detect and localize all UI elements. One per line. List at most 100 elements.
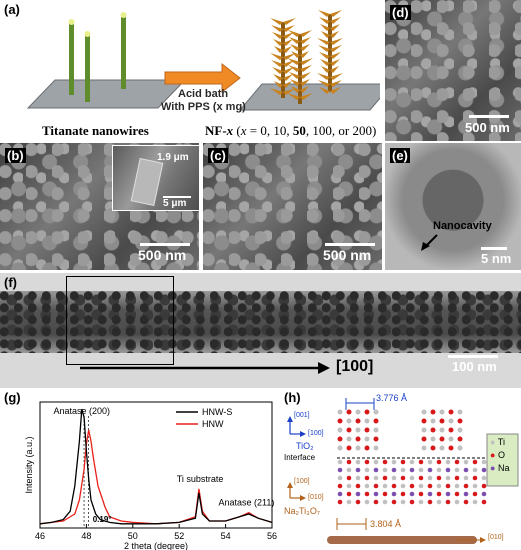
nanoflower-arrays (270, 10, 343, 104)
atom (472, 459, 478, 465)
atom (346, 483, 352, 489)
atom (355, 436, 361, 442)
inset-rod (130, 157, 164, 207)
atom (355, 475, 361, 481)
nanoflower-stem (328, 14, 332, 92)
atom (391, 467, 397, 473)
atom (436, 459, 442, 465)
inset-image: 1.9 μm 5 μm (112, 145, 199, 211)
inset-scale-2: 5 μm (163, 198, 187, 209)
atom (382, 499, 388, 505)
nanoflower-spike (290, 79, 300, 86)
atom (436, 483, 442, 489)
nanoflower-spike (319, 17, 330, 24)
atom (445, 499, 451, 505)
atom (355, 499, 361, 505)
plot-frame (39, 401, 273, 529)
atom (448, 427, 454, 433)
atom (337, 436, 343, 442)
atom (355, 418, 361, 424)
atom (346, 418, 352, 424)
nanoflower-spike (291, 86, 300, 93)
atom (421, 436, 427, 442)
nanoflower-spike (318, 45, 330, 52)
atom (400, 467, 406, 473)
atom (472, 483, 478, 489)
atom (382, 467, 388, 473)
atom (472, 491, 478, 497)
atom (355, 409, 361, 415)
nanoflower-spike (283, 53, 296, 60)
atom (337, 499, 343, 505)
nanoflower-spike (272, 67, 283, 74)
nanoflower-spike (330, 31, 339, 38)
atom (337, 467, 343, 473)
inset-scale-1: 1.9 μm (157, 152, 189, 163)
atom (382, 491, 388, 497)
nanoflower-spike (274, 81, 283, 88)
nanoflower-spike (287, 93, 300, 100)
atom (454, 467, 460, 473)
atom (337, 475, 343, 481)
atom (373, 499, 379, 505)
sem-image-c: (c) 500 nm (203, 143, 382, 270)
atom (481, 491, 487, 497)
interface-label: Interface (284, 453, 316, 462)
panel-g-label: (g) (4, 390, 21, 405)
nanoflower-spike (330, 45, 342, 52)
nanoflower-spike (273, 74, 283, 81)
nanoflower-spike (330, 80, 342, 87)
nanoflower-spike (330, 38, 343, 45)
nanoflower-spike (319, 87, 330, 94)
atom (346, 436, 352, 442)
legend-label: HNW (202, 419, 224, 429)
atom (364, 445, 370, 451)
atom (337, 459, 343, 465)
atom (346, 475, 352, 481)
atom (448, 436, 454, 442)
legend-item-o: ● O (490, 450, 505, 460)
nanoflower-spike (283, 39, 293, 46)
atom (481, 467, 487, 473)
nanoflower-spike (320, 59, 330, 66)
x-tick-label: 50 (128, 531, 138, 541)
atom (355, 491, 361, 497)
atom (337, 418, 343, 424)
atom (472, 475, 478, 481)
nanoflower-spike (319, 52, 330, 59)
x-tick-label: 46 (35, 531, 45, 541)
panel-e-label: (e) (390, 148, 410, 163)
atom (373, 475, 379, 481)
schematic-a (26, 12, 380, 111)
atom (373, 491, 379, 497)
nanowire (85, 34, 90, 102)
atom (364, 459, 370, 465)
tem-image-f: (f) [100] 100 nm (0, 273, 521, 388)
atom (373, 418, 379, 424)
phase-bot: Na₂Ti₃O₇ (284, 506, 320, 516)
sem-image-b: (b) 1.9 μm 5 μm 500 nm (0, 143, 199, 270)
scale-label: 500 nm (465, 120, 510, 135)
nanoflower-spike (274, 46, 283, 53)
nanoflower-spike (283, 46, 292, 53)
atom (364, 427, 370, 433)
atom (463, 467, 469, 473)
atom (364, 436, 370, 442)
nanoflower-spike (317, 73, 330, 80)
atom (364, 467, 370, 473)
atom (373, 483, 379, 489)
nanoflower-spike (300, 37, 311, 44)
nanoflower-spike (321, 31, 330, 38)
nanowire-strip (0, 291, 521, 353)
atom (436, 467, 442, 473)
axis-top-a: [001] (294, 412, 310, 419)
atom (337, 409, 343, 415)
nanoflower-spike (283, 81, 292, 88)
bar-direction: [010] (488, 534, 504, 541)
atom (418, 475, 424, 481)
lattice-bottom: 3.804 Å (370, 519, 402, 529)
atom (445, 491, 451, 497)
atom (391, 483, 397, 489)
panel-a-label: (a) (4, 2, 20, 17)
atom (427, 483, 433, 489)
